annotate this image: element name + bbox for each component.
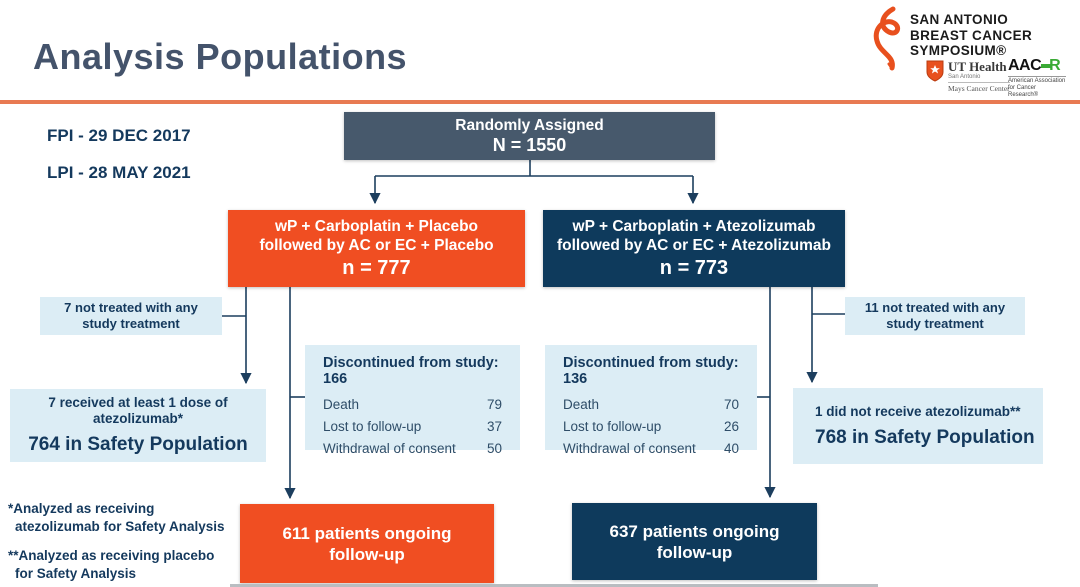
atezolizumab-safety-main: 768 in Safety Population (815, 426, 1035, 448)
uthealth-text: UT Health San Antonio Mays Cancer Center (948, 60, 1010, 93)
atezolizumab-safety-box: 1 did not receive atezolizumab** 768 in … (793, 388, 1043, 464)
aacr-logo: AAC R American Association for Cancer Res… (1008, 58, 1066, 101)
placebo-not-treated-line2: study treatment (82, 316, 180, 331)
atezolizumab-ongoing-box: 637 patients ongoing follow-up (572, 503, 817, 580)
sabcs-ribbon-icon (873, 6, 901, 71)
placebo-safety-main: 764 in Safety Population (28, 434, 248, 455)
discontinued-row-label: Withdrawal of consent (323, 441, 456, 456)
placebo-safety-box: 7 received at least 1 dose of atezolizum… (10, 389, 266, 462)
placebo-safety-note2: atezolizumab* (92, 411, 184, 426)
aacr-acronym: AAC R (1008, 58, 1066, 74)
discontinued-row: Lost to follow-up 26 (563, 416, 739, 438)
discontinued-row: Withdrawal of consent 40 (563, 438, 739, 460)
atezolizumab-discontinued-title: Discontinued from study: 136 (563, 355, 739, 387)
footnote-1-line2: atezolizumab for Safety Analysis (15, 519, 225, 534)
arm-placebo-box: wP + Carboplatin + Placebo followed by A… (228, 210, 525, 287)
aacr-dash-icon (1041, 64, 1052, 68)
atezolizumab-safety-note: 1 did not receive atezolizumab** (815, 403, 1021, 419)
atezolizumab-not-treated-box: 11 not treated with any study treatment (845, 297, 1025, 335)
sabcs-logo-text: SAN ANTONIO BREAST CANCER SYMPOSIUM® (910, 12, 1032, 59)
placebo-ongoing-line1: 611 patients ongoing (282, 523, 452, 543)
fpi-date: FPI - 29 DEC 2017 (47, 126, 191, 145)
arm-atezolizumab-n: n = 773 (659, 257, 729, 279)
discontinued-row-value: 70 (723, 397, 739, 412)
discontinued-row-value: 40 (723, 441, 739, 456)
aacr-sub1: American Association (1008, 78, 1066, 84)
discontinued-row-value: 37 (486, 419, 502, 434)
discontinued-row: Death 79 (323, 394, 502, 416)
placebo-not-treated-line1: 7 not treated with any (64, 300, 198, 315)
aacr-acronym-left: AAC (1008, 57, 1042, 74)
uthealth-logo: UT Health San Antonio Mays Cancer Center (926, 60, 1010, 93)
video-progress-bar (230, 584, 878, 587)
arm-atezolizumab-line2: followed by AC or EC + Atezolizumab (557, 237, 831, 254)
placebo-discontinued-box: Discontinued from study: 166 Death 79 Lo… (305, 345, 520, 456)
sabcs-line2: BREAST CANCER (910, 27, 1033, 43)
aacr-acronym-right: R (1049, 57, 1061, 74)
discontinued-row: Lost to follow-up 37 (323, 416, 502, 438)
uthealth-center: Mays Cancer Center (948, 82, 1010, 93)
discontinued-row-label: Lost to follow-up (563, 419, 662, 434)
discontinued-row-value: 26 (723, 419, 739, 434)
atezolizumab-ongoing-line2: follow-up (656, 542, 733, 562)
placebo-ongoing-box: 611 patients ongoing follow-up (240, 504, 494, 583)
arm-atezolizumab-box: wP + Carboplatin + Atezolizumab followed… (543, 210, 845, 287)
orange-divider (0, 100, 1080, 104)
placebo-discontinued-title: Discontinued from study: 166 (323, 355, 499, 387)
discontinued-row-value: 79 (486, 397, 502, 412)
aacr-sub2: for Cancer Research® (1008, 85, 1039, 98)
arm-atezolizumab-line1: wP + Carboplatin + Atezolizumab (572, 218, 816, 235)
arm-placebo-n: n = 777 (342, 257, 411, 279)
footnotes: *Analyzed as receiving atezolizumab for … (8, 500, 225, 583)
lpi-date: LPI - 28 MAY 2021 (47, 163, 191, 182)
uthealth-shield-icon (926, 60, 944, 82)
arm-placebo-line1: wP + Carboplatin + Placebo (275, 218, 478, 235)
discontinued-row: Death 70 (563, 394, 739, 416)
randomized-box: Randomly Assigned N = 1550 (344, 112, 715, 160)
sabcs-line3: SYMPOSIUM® (910, 43, 1007, 58)
discontinued-row-label: Withdrawal of consent (563, 441, 696, 456)
uthealth-name: UT Health (948, 59, 1007, 74)
randomized-n: N = 1550 (492, 134, 567, 155)
sabcs-line1: SAN ANTONIO (910, 12, 1009, 27)
footnote-2-line1: **Analyzed as receiving placebo (8, 548, 215, 563)
footnote-2-line2: for Safety Analysis (15, 566, 137, 581)
page-title: Analysis Populations (33, 36, 408, 77)
randomized-label: Randomly Assigned (455, 116, 604, 134)
discontinued-row-value: 50 (486, 441, 502, 456)
discontinued-row-label: Death (563, 397, 600, 412)
atezolizumab-not-treated-line2: study treatment (886, 316, 984, 331)
discontinued-row: Withdrawal of consent 50 (323, 438, 502, 460)
arm-placebo-line2: followed by AC or EC + Placebo (259, 237, 494, 254)
uthealth-city: San Antonio (948, 74, 981, 80)
atezolizumab-not-treated-line1: 11 not treated with any (864, 300, 1006, 315)
atezolizumab-ongoing-line1: 637 patients ongoing (609, 521, 780, 541)
placebo-ongoing-line2: follow-up (329, 544, 405, 564)
atezolizumab-discontinued-box: Discontinued from study: 136 Death 70 Lo… (545, 345, 757, 456)
placebo-safety-note1: 7 received at least 1 dose of (48, 395, 228, 410)
placebo-not-treated-box: 7 not treated with any study treatment (40, 297, 222, 335)
footnote-1-line1: *Analyzed as receiving (8, 501, 155, 516)
discontinued-row-label: Lost to follow-up (323, 419, 422, 434)
discontinued-row-label: Death (323, 397, 360, 412)
